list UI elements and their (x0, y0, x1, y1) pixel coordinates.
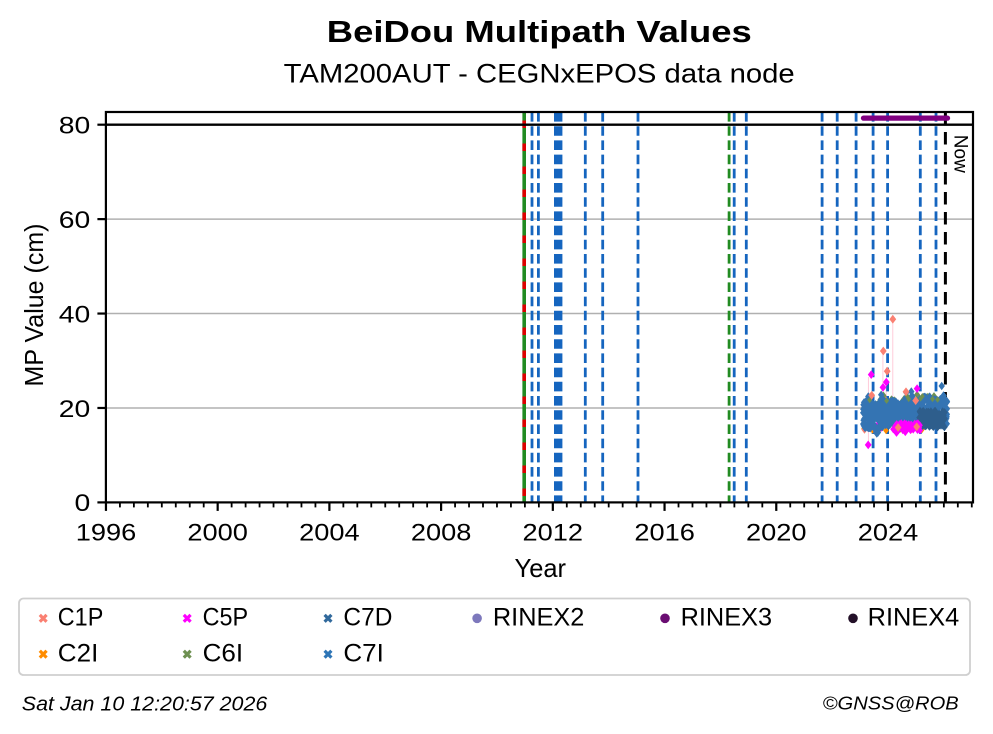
svg-text:RINEX4: RINEX4 (868, 604, 960, 632)
svg-text:40: 40 (59, 301, 91, 328)
svg-text:2004: 2004 (299, 520, 360, 547)
svg-text:2008: 2008 (411, 520, 472, 547)
svg-text:C5P: C5P (203, 604, 249, 632)
svg-text:BeiDou Multipath Values: BeiDou Multipath Values (327, 14, 752, 49)
svg-text:TAM200AUT - CEGNxEPOS data nod: TAM200AUT - CEGNxEPOS data node (284, 58, 795, 88)
svg-text:2024: 2024 (858, 520, 919, 547)
svg-text:Now: Now (950, 135, 971, 173)
svg-text:2020: 2020 (746, 520, 807, 547)
svg-text:MP Value (cm): MP Value (cm) (19, 224, 49, 387)
svg-text:RINEX2: RINEX2 (493, 604, 585, 632)
svg-text:1996: 1996 (76, 520, 137, 547)
svg-text:©GNSS@ROB: ©GNSS@ROB (823, 694, 959, 714)
svg-text:0: 0 (75, 490, 91, 517)
svg-text:RINEX3: RINEX3 (681, 604, 773, 632)
svg-text:C1P: C1P (58, 604, 104, 632)
svg-text:2012: 2012 (523, 520, 584, 547)
svg-text:C6I: C6I (203, 640, 244, 668)
svg-text:C7I: C7I (343, 640, 384, 668)
svg-text:Year: Year (515, 553, 567, 583)
svg-text:2000: 2000 (187, 520, 248, 547)
svg-text:Sat Jan 10 12:20:57 2026: Sat Jan 10 12:20:57 2026 (22, 692, 268, 715)
svg-text:C7D: C7D (343, 604, 392, 632)
svg-text:60: 60 (59, 207, 91, 234)
svg-text:2016: 2016 (634, 520, 695, 547)
svg-text:80: 80 (59, 113, 91, 140)
svg-text:C2I: C2I (58, 640, 99, 668)
svg-text:20: 20 (59, 396, 91, 423)
